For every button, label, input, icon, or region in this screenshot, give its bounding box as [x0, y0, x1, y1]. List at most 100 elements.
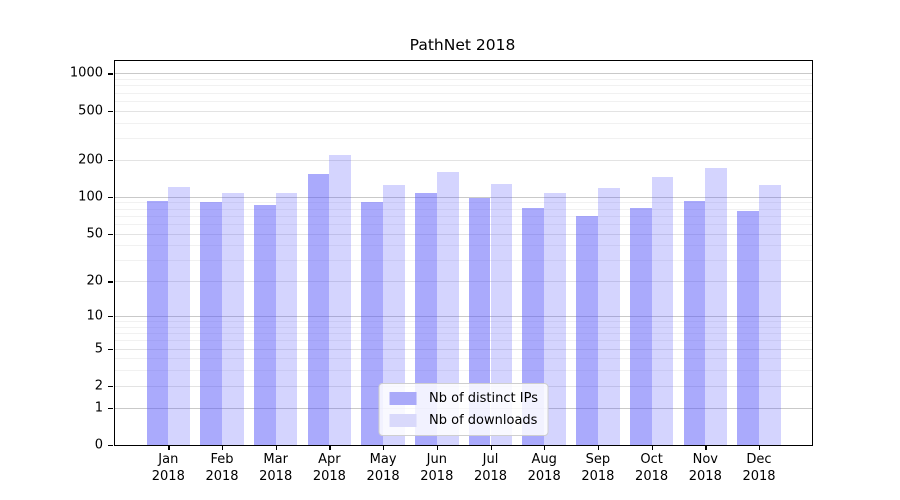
- y-ticklabel-20: 20: [86, 273, 103, 289]
- x-ticklabel-year: 2018: [259, 468, 293, 484]
- gridline-200: [115, 159, 812, 161]
- bar-dec-downloads: [759, 185, 781, 445]
- bar-apr-downloads: [329, 155, 352, 445]
- x-ticklabel-month: May: [369, 452, 397, 467]
- x-ticklabel-year: 2018: [366, 468, 400, 484]
- bar-jan-downloads: [168, 187, 191, 445]
- y-ticklabel-500: 500: [78, 103, 103, 119]
- y-tickmark-50: [108, 233, 113, 235]
- gridline-800: [115, 85, 812, 87]
- legend-label-downloads: Nb of downloads: [429, 413, 538, 428]
- bar-feb-distinct-ips: [200, 201, 222, 445]
- bar-oct-downloads: [651, 177, 674, 445]
- gridline-3: [115, 370, 812, 372]
- x-ticklabel-year: 2018: [527, 468, 561, 484]
- y-tickmark-2: [108, 385, 113, 388]
- x-tickmark-mar: [275, 445, 277, 450]
- bar-jun-distinct-ips: [415, 192, 437, 445]
- x-ticklabel-aug: Aug 2018: [516, 452, 572, 485]
- legend-label-distinct-ips: Nb of distinct IPs: [429, 391, 538, 406]
- x-ticklabel-year: 2018: [151, 468, 185, 484]
- gridline-300: [115, 138, 812, 139]
- x-tickmark-jun: [436, 445, 439, 450]
- x-ticklabel-year: 2018: [312, 468, 346, 484]
- bar-sep-downloads: [597, 188, 620, 445]
- y-ticklabel-2: 2: [94, 378, 103, 394]
- y-ticklabel-10: 10: [86, 308, 103, 324]
- y-tickmark-1: [108, 407, 113, 409]
- x-ticklabel-year: 2018: [205, 468, 239, 484]
- x-ticklabel-year: 2018: [581, 468, 615, 484]
- gridline-100: [115, 196, 812, 198]
- x-tickmark-aug: [544, 445, 546, 450]
- y-ticklabel-200: 200: [78, 152, 103, 168]
- bar-mar-downloads: [275, 193, 298, 445]
- x-ticklabel-apr: Apr 2018: [301, 452, 357, 485]
- gridline-70: [115, 215, 812, 217]
- bar-aug-downloads: [544, 192, 566, 445]
- gridline-6: [115, 340, 812, 342]
- legend-item-downloads: Nb of downloads: [389, 413, 538, 428]
- x-ticklabel-year: 2018: [635, 468, 669, 484]
- y-ticklabel-50: 50: [86, 226, 103, 241]
- gridline-5: [115, 348, 812, 350]
- gridline-7: [115, 333, 812, 335]
- bar-jul-downloads: [490, 184, 513, 445]
- x-ticklabel-month: Jul: [482, 452, 499, 467]
- x-ticklabel-year: 2018: [473, 468, 508, 484]
- bar-jun-downloads: [436, 172, 459, 445]
- y-tickmark-100: [108, 196, 113, 199]
- x-tickmark-jul: [490, 445, 492, 450]
- bar-nov-distinct-ips: [683, 200, 706, 445]
- x-tickmark-jan: [168, 445, 170, 450]
- y-ticklabel-0: 0: [94, 437, 103, 453]
- legend: Nb of distinct IPs Nb of downloads: [378, 383, 549, 436]
- chart-title: PathNet 2018: [409, 36, 516, 54]
- x-tickmark-feb: [222, 445, 224, 450]
- y-tickmark-10: [108, 316, 113, 318]
- x-tickmark-oct: [651, 445, 653, 450]
- x-ticklabel-month: Dec: [746, 452, 772, 467]
- x-tickmark-dec: [759, 445, 761, 450]
- gridline-900: [115, 79, 812, 81]
- gridline-90: [115, 202, 812, 204]
- bar-jan-distinct-ips: [146, 200, 169, 445]
- x-ticklabel-month: Feb: [210, 452, 234, 467]
- gridline-1000: [115, 73, 812, 75]
- x-ticklabel-oct: Oct 2018: [624, 452, 680, 485]
- gridline-30: [115, 260, 812, 262]
- gridline-700: [115, 92, 812, 94]
- x-tickmark-apr: [329, 445, 331, 450]
- bar-may-distinct-ips: [361, 202, 384, 445]
- y-tickmark-200: [108, 159, 113, 162]
- x-ticklabel-may: May 2018: [355, 452, 411, 485]
- bar-mar-distinct-ips: [253, 204, 276, 445]
- gridline-600: [115, 100, 812, 102]
- gridline-20: [115, 281, 812, 283]
- y-tickmark-500: [108, 110, 113, 112]
- bar-dec-distinct-ips: [737, 210, 759, 445]
- x-ticklabel-jun: Jun 2018: [409, 452, 465, 485]
- bar-sep-distinct-ips: [576, 215, 598, 445]
- bar-oct-distinct-ips: [629, 208, 652, 445]
- bar-feb-downloads: [222, 193, 244, 445]
- x-ticklabel-feb: Feb 2018: [194, 452, 250, 485]
- gridline-80: [115, 208, 812, 210]
- x-ticklabel-jan: Jan 2018: [140, 452, 196, 485]
- gridline-4: [115, 358, 812, 360]
- x-ticklabel-sep: Sep 2018: [570, 452, 626, 485]
- x-ticklabel-year: 2018: [742, 468, 776, 484]
- x-ticklabel-mar: Mar 2018: [248, 452, 304, 485]
- bar-may-downloads: [383, 184, 405, 445]
- legend-swatch-distinct-ips: [389, 392, 417, 405]
- gridline-400: [115, 122, 812, 124]
- x-ticklabel-month: Oct: [640, 452, 663, 467]
- x-ticklabel-month: Jun: [426, 452, 447, 467]
- y-ticklabel-100: 100: [78, 189, 103, 205]
- x-ticklabel-month: Sep: [585, 452, 611, 467]
- y-ticklabel-1: 1: [94, 400, 103, 416]
- gridline-40: [115, 245, 812, 247]
- legend-swatch-downloads: [389, 414, 417, 427]
- x-ticklabel-jul: Jul 2018: [463, 452, 519, 485]
